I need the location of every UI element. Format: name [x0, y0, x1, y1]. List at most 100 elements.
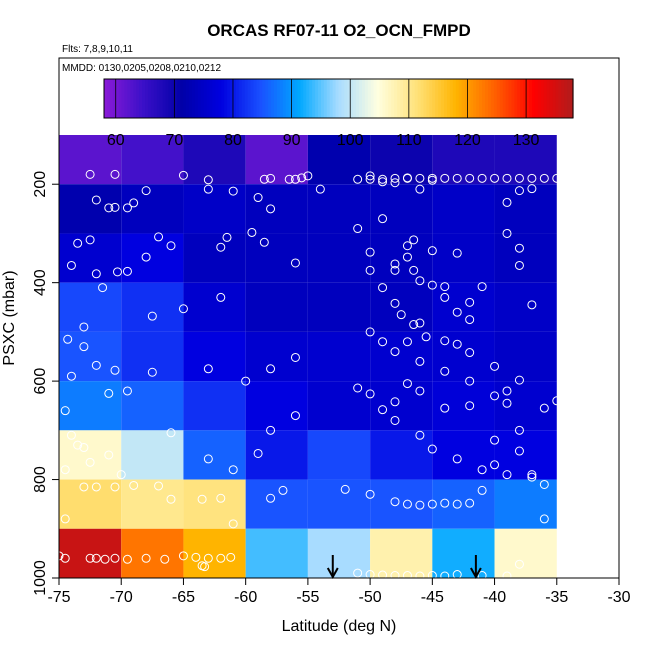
heatmap-cell — [183, 331, 246, 382]
data-point — [203, 184, 213, 194]
colorbar-segment — [394, 79, 398, 118]
data-point — [378, 405, 388, 415]
heatmap-cell — [307, 479, 371, 529]
colorbar-segment — [276, 79, 281, 118]
data-point — [147, 311, 157, 321]
data-point — [502, 197, 512, 207]
data-point — [110, 202, 120, 212]
data-point — [60, 514, 70, 524]
data-point — [502, 386, 512, 396]
colorbar-segment — [109, 79, 114, 118]
data-point — [527, 470, 537, 480]
y-tick-label: 200 — [32, 171, 49, 198]
heatmap-cell — [494, 282, 557, 332]
data-point — [216, 493, 226, 503]
colorbar-segment — [517, 79, 521, 118]
colorbar-segment — [130, 79, 134, 118]
x-tick-label: -60 — [234, 589, 257, 606]
colorbar-segment — [332, 79, 337, 118]
data-point — [91, 360, 101, 370]
colorbar-segment — [361, 79, 366, 118]
data-point — [490, 173, 500, 183]
heatmap-cell — [121, 479, 184, 529]
colorbar-segment — [241, 79, 246, 118]
colorbar-segment — [212, 79, 216, 118]
arrow-head — [470, 567, 482, 580]
y-tick-label: 800 — [32, 466, 49, 493]
colorbar-segment — [209, 79, 214, 118]
data-point — [415, 318, 425, 328]
heatmap-cell — [245, 331, 308, 382]
data-point — [266, 493, 276, 503]
data-point — [315, 184, 325, 194]
data-point — [98, 283, 108, 293]
data-point — [514, 446, 524, 456]
colorbar-segment — [464, 79, 469, 118]
x-axis-ticks: -75 -70 -65 -60 -55 -50 -45 -40 -35 -30 — [47, 578, 631, 606]
colorbar-segment — [391, 79, 395, 118]
data-point — [178, 304, 188, 314]
data-point — [527, 184, 537, 194]
colorbar-segment — [467, 79, 472, 118]
colorbar-segment — [482, 79, 486, 118]
colorbar-segment — [449, 79, 454, 118]
colorbar-segment — [274, 79, 278, 118]
colorbar-segment — [230, 79, 234, 118]
data-point — [440, 282, 450, 292]
heatmap-cell — [432, 135, 495, 185]
heatmap-cell — [183, 184, 246, 234]
data-point — [266, 173, 276, 183]
heatmap-cell — [307, 381, 371, 431]
colorbar-segment — [552, 79, 557, 118]
heatmap-cell — [245, 479, 308, 529]
data-point — [79, 322, 89, 332]
y-axis-ticks: 200 400 600 800 1000 — [32, 171, 59, 596]
data-point — [427, 246, 437, 256]
colorbar-segment — [250, 79, 255, 118]
data-point — [160, 554, 170, 564]
data-point — [122, 203, 132, 213]
colorbar-segment — [127, 79, 131, 118]
data-point — [440, 366, 450, 376]
data-point — [415, 500, 425, 510]
data-point — [216, 242, 226, 252]
colorbar-tick-label: 110 — [396, 132, 422, 149]
colorbar-segment — [315, 79, 319, 118]
colorbar-segment — [549, 79, 554, 118]
data-point — [85, 169, 95, 179]
data-point — [427, 499, 437, 509]
colorbar-tick-label: 130 — [513, 132, 540, 149]
colorbar-segment — [441, 79, 445, 118]
data-point — [402, 241, 412, 251]
colorbar-segment — [279, 79, 284, 118]
data-point — [477, 465, 487, 475]
colorbar-segment — [388, 79, 392, 118]
data-point — [353, 568, 363, 578]
data-point — [365, 174, 375, 184]
data-point — [427, 173, 437, 183]
data-point — [79, 443, 89, 453]
colorbar-segment — [444, 79, 448, 118]
colorbar-segment — [329, 79, 334, 118]
colorbar-segment — [159, 79, 164, 118]
data-point — [91, 269, 101, 279]
heatmap-cell — [121, 331, 184, 382]
data-point — [178, 551, 188, 561]
heatmap-cell — [183, 381, 246, 431]
data-point — [104, 450, 114, 460]
colorbar-segment — [186, 79, 190, 118]
colorbar-segment — [189, 79, 193, 118]
heatmap-cell — [121, 135, 184, 185]
data-point — [514, 559, 524, 569]
colorbar-segment — [162, 79, 167, 118]
colorbar-segment — [411, 79, 416, 118]
data-point — [91, 195, 101, 205]
colorbar-segment — [420, 79, 425, 118]
data-point — [228, 465, 238, 475]
arrow-markers — [326, 555, 482, 580]
data-point — [514, 186, 524, 196]
data-point — [60, 406, 70, 416]
data-point — [415, 184, 425, 194]
data-point — [340, 484, 350, 494]
